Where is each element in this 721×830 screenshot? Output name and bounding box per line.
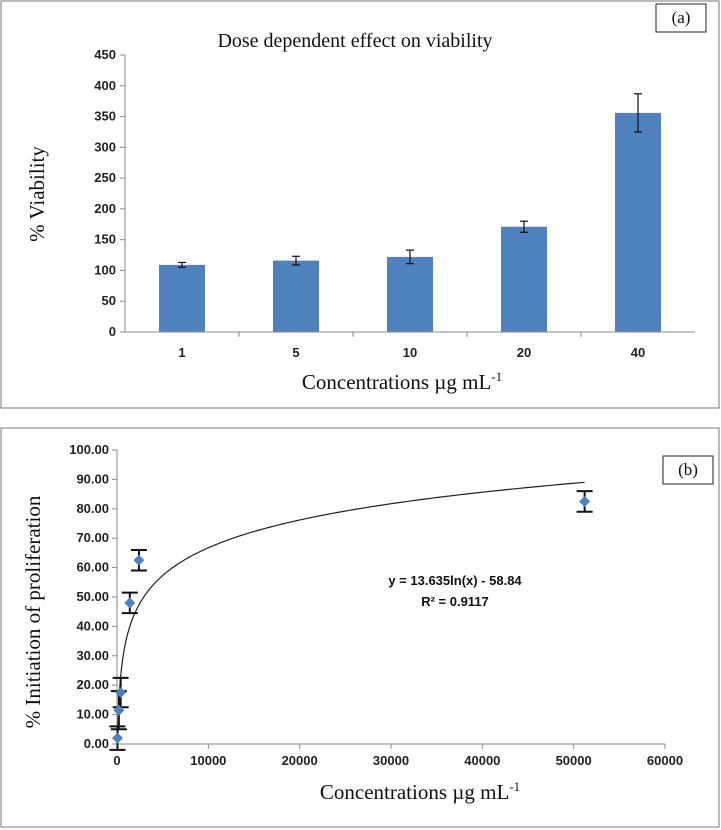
- chart-b-x-label-sup: -1: [509, 779, 520, 794]
- chart-b-y-tick-label: 50.00: [76, 589, 109, 604]
- chart-a-x-tick-label: 5: [292, 345, 299, 360]
- chart-a-error-bars: [178, 93, 642, 268]
- panel-b-frame: [0, 427, 720, 828]
- chart-b-points: [111, 495, 591, 744]
- chart-b-y-label: % Initiation of proliferation: [21, 495, 45, 728]
- chart-a-y-label: % Viability: [25, 146, 49, 242]
- chart-a-bar: [615, 112, 661, 333]
- chart-b-x-tick-label: 40000: [464, 753, 500, 768]
- chart-b-y-tick-label: 40.00: [76, 618, 109, 633]
- chart-a-y-tick-label: 350: [94, 109, 116, 124]
- chart-b-y-tick-label: 90.00: [76, 471, 109, 486]
- chart-a-y-tick-label: 400: [94, 78, 116, 93]
- chart-a-bar: [501, 226, 547, 332]
- chart-a-y-tick-label: 450: [94, 47, 116, 62]
- chart-b-point: [124, 597, 136, 609]
- chart-b-equation: y = 13.635ln(x) - 58.84: [388, 573, 522, 588]
- chart-b-point: [115, 687, 127, 699]
- chart-a-y-tick-label: 250: [94, 170, 116, 185]
- chart-b-y-tick-label: 10.00: [76, 707, 109, 722]
- panel-a-frame: [0, 0, 720, 409]
- chart-b-y-tick-label: 100.00: [69, 442, 109, 457]
- chart-a-bar: [387, 256, 433, 332]
- chart-b-x-tick-label: 30000: [373, 753, 409, 768]
- chart-a-y-tick-label: 50: [102, 293, 116, 308]
- chart-b-x-label-main: Concentrations µg mL: [320, 780, 509, 804]
- chart-a-y-tick-label: 300: [94, 139, 116, 154]
- chart-b-error-bars: [109, 490, 593, 751]
- chart-b-x-tick-label: 60000: [647, 753, 683, 768]
- chart-b-x-tick-label: 0: [113, 753, 120, 768]
- chart-a-bar: [159, 264, 205, 332]
- chart-b-r-squared: R² = 0.9117: [421, 594, 489, 609]
- chart-b-x-ticks: 0 10000 20000 30000 40000 50000 60000: [113, 744, 683, 768]
- chart-b-point: [113, 704, 125, 716]
- chart-a-y-tick-label: 100: [94, 262, 116, 277]
- chart-a-x-label-sup: -1: [491, 369, 502, 384]
- chart-a-x-label-main: Concentrations µg mL: [302, 370, 491, 394]
- chart-b-y-ticks: 0.00 10.00 20.00 30.00 40.00 50.00 60.00 70.00 8…: [69, 442, 117, 751]
- chart-b-y-tick-label: 60.00: [76, 560, 109, 575]
- chart-b-trendline: [117, 481, 585, 733]
- panel-a-label: (a): [672, 8, 691, 27]
- chart-a-y-tick-label: 150: [94, 232, 116, 247]
- chart-a-x-tick-label: 40: [631, 345, 645, 360]
- chart-a-y-ticks: 0 50 100 150 200 250 300 350 400 450: [94, 47, 125, 339]
- chart-b-x-tick-label: 20000: [282, 753, 318, 768]
- chart-b-y-tick-label: 70.00: [76, 530, 109, 545]
- chart-b-x-tick-label: 10000: [190, 753, 226, 768]
- chart-a-x-label: Concentrations µg mL-1: [302, 369, 502, 394]
- chart-a-bars: [159, 112, 661, 333]
- panel-b-label: (b): [678, 460, 698, 479]
- chart-b-y-tick-label: 0.00: [84, 736, 109, 751]
- chart-a-y-tick-label: 0: [109, 324, 116, 339]
- panel-a-label-box: [655, 3, 707, 33]
- chart-b-y-tick-label: 20.00: [76, 677, 109, 692]
- chart-b-point: [133, 554, 145, 566]
- chart-b-y-tick-label: 80.00: [76, 501, 109, 516]
- chart-b-point: [111, 732, 123, 744]
- chart-a-title: Dose dependent effect on viability: [217, 30, 492, 52]
- chart-a-bar: [273, 260, 319, 332]
- chart-b-x-tick-label: 50000: [556, 753, 592, 768]
- chart-a-y-tick-label: 200: [94, 201, 116, 216]
- chart-b-y-tick-label: 30.00: [76, 648, 109, 663]
- chart-a-x-ticks: 1 5 10 20 40: [178, 332, 645, 360]
- chart-a-x-tick-label: 20: [517, 345, 531, 360]
- panel-b-label-box: [662, 455, 714, 485]
- chart-a-x-tick-label: 1: [178, 345, 185, 360]
- chart-a-x-tick-label: 10: [403, 345, 417, 360]
- chart-b-point: [579, 495, 591, 507]
- chart-b-x-label: Concentrations µg mL-1: [320, 779, 520, 804]
